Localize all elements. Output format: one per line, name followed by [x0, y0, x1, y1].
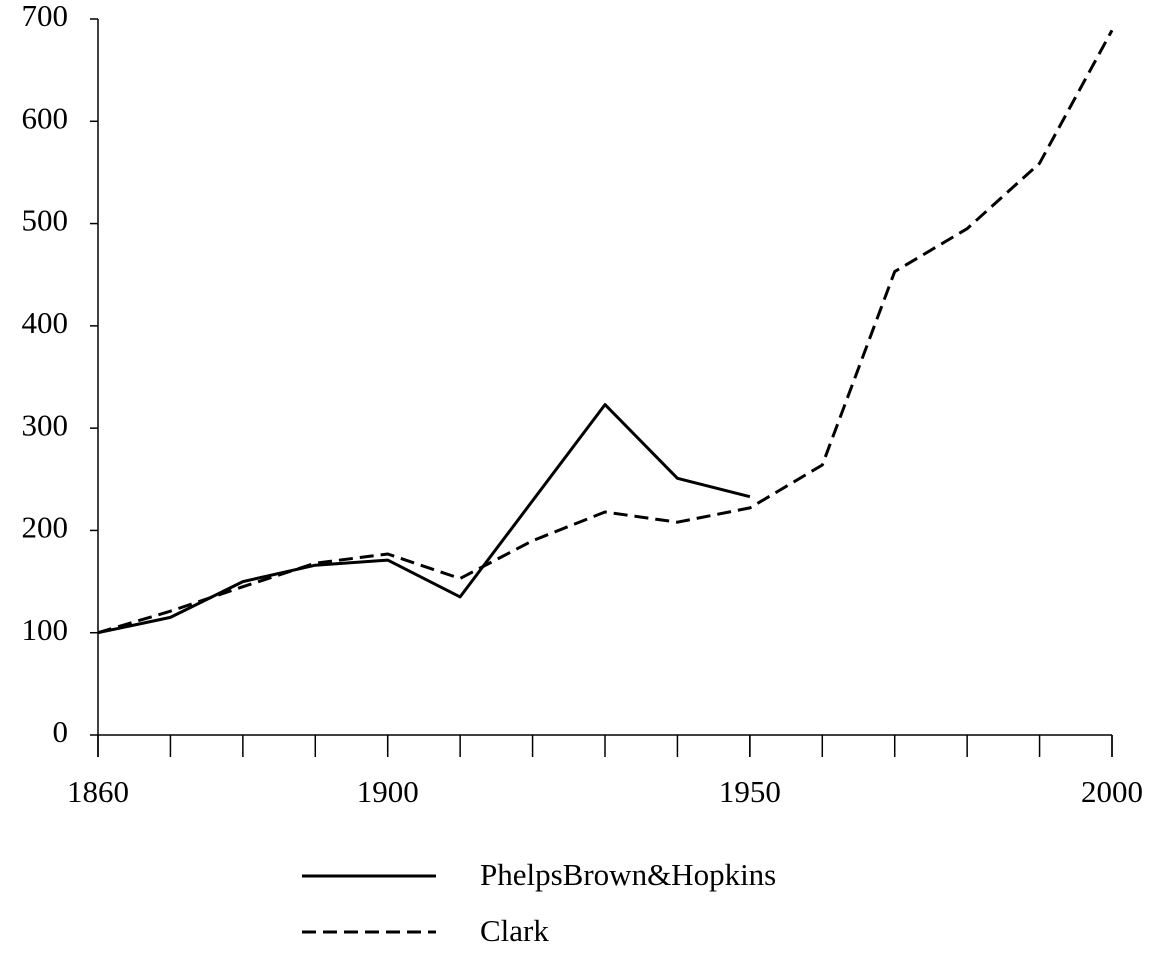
- y-tick-label: 100: [22, 612, 69, 647]
- x-tick-label: 1860: [67, 774, 129, 809]
- y-tick-label: 500: [22, 203, 69, 238]
- x-tick-label: 1950: [719, 774, 781, 809]
- y-tick-label: 0: [53, 714, 69, 749]
- legend-label: PhelpsBrown&Hopkins: [480, 857, 776, 892]
- x-tick-label: 2000: [1081, 774, 1143, 809]
- y-tick-label: 400: [22, 305, 69, 340]
- x-tick-label: 1900: [357, 774, 419, 809]
- series-line: [97, 403, 751, 635]
- y-tick-label: 200: [22, 510, 69, 545]
- legend-label: Clark: [480, 913, 549, 948]
- y-tick-label: 600: [22, 100, 69, 135]
- y-tick-label: 300: [22, 407, 69, 442]
- y-tick-label: 700: [22, 0, 69, 33]
- series-line: [97, 29, 1114, 635]
